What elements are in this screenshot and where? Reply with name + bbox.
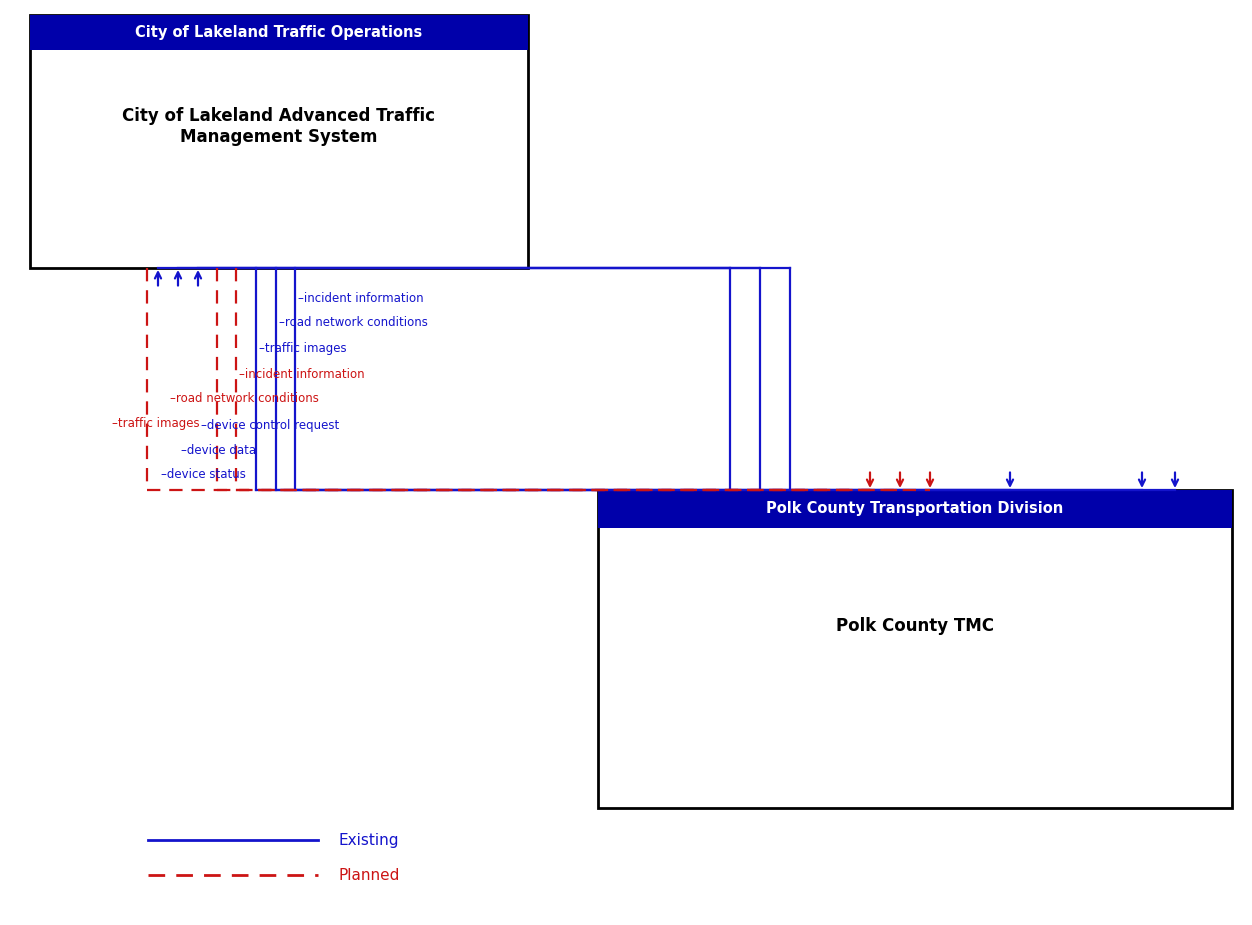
Text: Polk County Transportation Division: Polk County Transportation Division [766,501,1064,516]
Text: –incident information: –incident information [298,291,423,304]
Text: –road network conditions: –road network conditions [279,316,428,329]
Bar [598,490,1232,528]
Text: Planned: Planned [338,868,399,882]
Text: –traffic images: –traffic images [111,417,199,430]
Text: –device data: –device data [182,443,257,457]
Text: –incident information: –incident information [239,367,364,380]
Text: –traffic images: –traffic images [259,342,347,355]
Text: –road network conditions: –road network conditions [170,392,319,405]
Bar [30,15,528,50]
Text: Existing: Existing [338,832,398,847]
Bar [598,490,1232,808]
Text: –device control request: –device control request [202,418,339,431]
Text: City of Lakeland Advanced Traffic
Management System: City of Lakeland Advanced Traffic Manage… [123,107,436,146]
Text: –device status: –device status [162,467,245,480]
Text: Polk County TMC: Polk County TMC [836,617,994,635]
Text: City of Lakeland Traffic Operations: City of Lakeland Traffic Operations [135,25,423,40]
Bar [30,15,528,268]
